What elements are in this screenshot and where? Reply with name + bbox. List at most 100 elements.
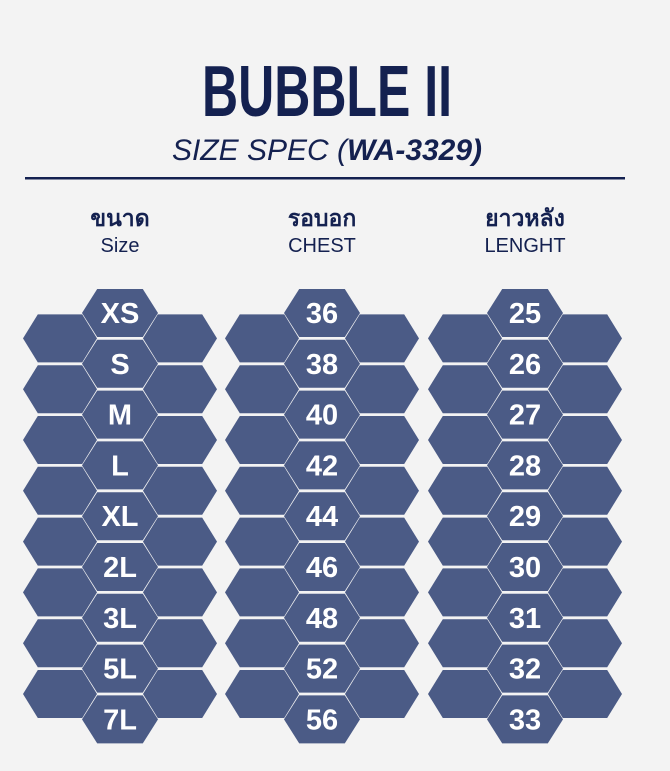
side-hexagon xyxy=(428,619,502,668)
side-hexagon xyxy=(428,365,502,414)
column-header-english: CHEST xyxy=(288,235,356,257)
side-hexagon xyxy=(143,314,217,363)
column-header-thai: ยาวหลัง xyxy=(485,206,565,232)
side-hexagon xyxy=(225,466,299,515)
product-title: BUBBLE II xyxy=(202,52,452,132)
value-hexagon xyxy=(82,644,158,693)
cell-value: 38 xyxy=(306,349,338,381)
column-header-english: Size xyxy=(101,235,140,257)
value-hexagon xyxy=(284,441,360,490)
value-hexagon xyxy=(487,390,563,439)
cell-value: 3L xyxy=(103,603,137,635)
side-hexagon xyxy=(548,619,622,668)
value-hexagon xyxy=(284,543,360,591)
side-hexagon xyxy=(345,517,419,566)
value-hexagon xyxy=(82,339,158,388)
cell-value: L xyxy=(111,450,129,482)
cell-value: 30 xyxy=(509,552,541,584)
side-hexagon xyxy=(23,517,97,566)
value-hexagon xyxy=(284,644,360,693)
side-hexagon xyxy=(345,365,419,414)
cell-value: XS xyxy=(101,298,140,330)
value-hexagon xyxy=(82,543,158,591)
cell-value: 27 xyxy=(509,400,541,432)
value-hexagon xyxy=(82,441,158,490)
cell-value: 46 xyxy=(306,552,338,584)
cell-value: 2L xyxy=(103,552,137,584)
value-hexagon xyxy=(487,441,563,490)
side-hexagon xyxy=(143,670,217,718)
cell-value: 28 xyxy=(509,450,541,482)
value-hexagon xyxy=(284,390,360,439)
column-size: ขนาด Size XS SML XL 2L 3L 5L 7L xyxy=(23,206,217,744)
side-hexagon xyxy=(225,365,299,414)
side-hexagon xyxy=(23,365,97,414)
value-hexagon xyxy=(487,695,563,744)
size-spec-subtitle: SIZE SPEC (WA-3329) xyxy=(172,134,482,167)
divider-line xyxy=(25,177,625,180)
side-hexagon xyxy=(143,568,217,617)
value-hexagon xyxy=(284,695,360,744)
side-hexagon xyxy=(225,568,299,617)
side-hexagon xyxy=(143,365,217,414)
cell-value: 40 xyxy=(306,400,338,432)
value-hexagon xyxy=(487,492,563,541)
cell-value: 56 xyxy=(306,704,338,736)
side-hexagon xyxy=(23,466,97,515)
side-hexagon xyxy=(428,670,502,718)
value-hexagon xyxy=(82,492,158,541)
cell-value: S xyxy=(110,349,129,381)
value-hexagon xyxy=(284,289,360,337)
side-hexagon xyxy=(143,517,217,566)
value-hexagon xyxy=(284,492,360,541)
cell-value: 36 xyxy=(306,298,338,330)
side-hexagon xyxy=(143,466,217,515)
column-chest: รอบอก CHEST 36 38 40 42 44 46 48 52 56 xyxy=(225,206,419,744)
side-hexagon xyxy=(345,466,419,515)
side-hexagon xyxy=(225,416,299,464)
cell-value: 52 xyxy=(306,654,338,686)
side-hexagon xyxy=(428,466,502,515)
side-hexagon xyxy=(225,619,299,668)
side-hexagon xyxy=(143,619,217,668)
column-header-thai: ขนาด xyxy=(90,206,149,232)
value-hexagon xyxy=(82,390,158,439)
value-hexagon xyxy=(284,593,360,642)
side-hexagon xyxy=(225,314,299,363)
cell-value: 42 xyxy=(306,450,338,482)
cell-value: 5L xyxy=(103,654,137,686)
cell-value: 7L xyxy=(103,704,137,736)
side-hexagon xyxy=(23,314,97,363)
subtitle-prefix: SIZE SPEC ( xyxy=(172,134,350,167)
side-hexagon xyxy=(428,314,502,363)
value-hexagon xyxy=(487,339,563,388)
column-header-thai: รอบอก xyxy=(288,206,357,232)
side-hexagon xyxy=(23,416,97,464)
side-hexagon xyxy=(23,670,97,718)
cell-value: XL xyxy=(101,501,138,533)
side-hexagon xyxy=(23,619,97,668)
side-hexagon xyxy=(548,365,622,414)
cell-value: 48 xyxy=(306,603,338,635)
cell-value: 26 xyxy=(509,349,541,381)
value-hexagon xyxy=(487,593,563,642)
cell-value: 44 xyxy=(306,501,338,533)
side-hexagon xyxy=(548,314,622,363)
cell-value: 29 xyxy=(509,501,541,533)
side-hexagon xyxy=(548,466,622,515)
side-hexagon xyxy=(428,568,502,617)
side-hexagon xyxy=(548,416,622,464)
value-hexagon xyxy=(82,695,158,744)
value-hexagon xyxy=(82,289,158,337)
model-code: WA-3329) xyxy=(347,134,482,167)
side-hexagon xyxy=(143,416,217,464)
side-hexagon xyxy=(428,416,502,464)
side-hexagon xyxy=(548,670,622,718)
value-hexagon xyxy=(487,644,563,693)
value-hexagon xyxy=(82,593,158,642)
value-hexagon xyxy=(487,543,563,591)
value-hexagon xyxy=(284,339,360,388)
column-header-english: LENGHT xyxy=(484,235,565,257)
cell-value: M xyxy=(108,400,132,432)
